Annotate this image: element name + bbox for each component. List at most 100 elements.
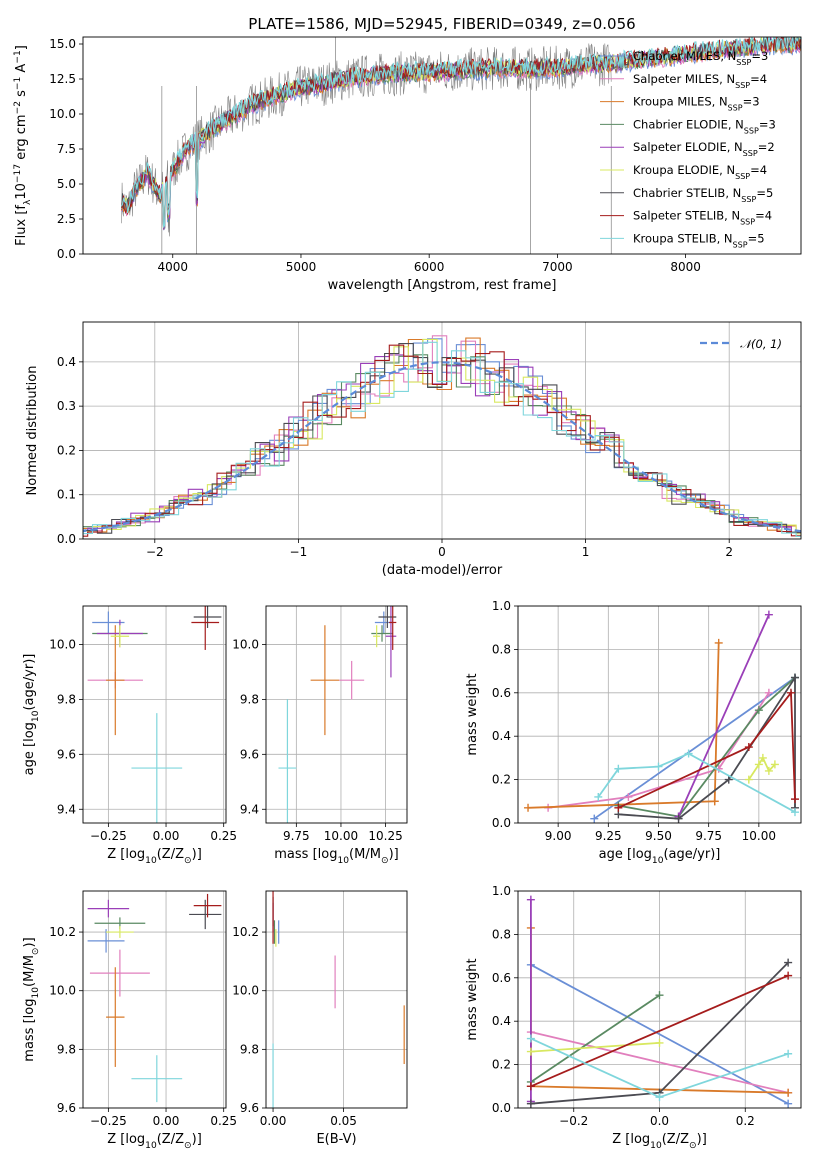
weight-marker (714, 638, 723, 647)
x-tick-label: 10.25 (368, 829, 402, 843)
y-tick-label: 9.8 (57, 1042, 76, 1056)
y-axis-label: mass weight (465, 673, 480, 755)
legend-entry: Salpeter MILES, NSSP=4 (633, 72, 767, 90)
y-tick-label: 10.0 (232, 984, 259, 998)
weight-marker (744, 775, 753, 784)
weight-marker (758, 753, 767, 762)
x-tick-label: 0.2 (736, 1114, 755, 1128)
weight-line (677, 614, 770, 817)
weight-line (527, 642, 720, 809)
y-tick-label: 9.6 (57, 1101, 76, 1115)
y-tick-label: 0.0 (492, 816, 511, 830)
legend-entry: Kroupa ELODIE, NSSP=4 (633, 163, 767, 181)
y-tick-label: 0.2 (492, 1058, 511, 1072)
y-axis-label: Normed distribution (25, 366, 40, 496)
legend-entry: Kroupa MILES, NSSP=3 (633, 95, 760, 113)
y-tick-label: 9.8 (57, 692, 76, 706)
x-axis-label: age [log10(age/yr)] (599, 847, 721, 866)
weight-marker (526, 895, 535, 904)
weight-marker (624, 792, 633, 801)
plot-area (518, 606, 801, 823)
y-axis-label: mass [log10(M/M⊙)] (22, 937, 41, 1061)
y-tick-label: 0.0 (57, 247, 76, 261)
weight-marker (526, 1047, 535, 1056)
axes-age_vs_Z: −0.25 0.00 0.25 9.4 9.6 9.8 10.0 Z [log10(Z/Z⊙)… (22, 605, 237, 866)
y-tick-label: 10.0 (49, 637, 76, 651)
y-tick-label: 0.1 (57, 488, 76, 502)
x-tick-label: 1 (582, 545, 590, 559)
y-tick-label: 10.2 (49, 925, 76, 939)
y-tick-label: 0.8 (492, 927, 511, 941)
y-tick-label: 9.6 (240, 1101, 259, 1115)
weight-marker (754, 760, 763, 769)
x-tick-label: 0.00 (153, 1114, 180, 1128)
plot-area (266, 891, 407, 1108)
weight-line (530, 974, 789, 1088)
y-tick-label: 0.8 (492, 642, 511, 656)
model-spectrum-line (121, 37, 801, 229)
weight-line (530, 994, 661, 1083)
weight-marker (614, 803, 623, 812)
residual-histogram (83, 343, 801, 534)
weight-marker (784, 958, 793, 967)
y-tick-label: 9.6 (240, 747, 259, 761)
y-axis-label: Flux [fλ10−17 erg cm−2 s−1 A−1] (13, 45, 33, 246)
y-tick-label: 10.0 (49, 107, 76, 121)
x-axis-label: wavelength [Angstrom, rest frame] (328, 278, 557, 293)
y-tick-label: 0.4 (492, 1014, 511, 1028)
axes-frame (517, 605, 802, 824)
y-tick-label: 9.4 (240, 802, 259, 816)
weight-marker (790, 795, 799, 804)
weight-marker (655, 1038, 664, 1047)
x-tick-label: 9.00 (545, 829, 572, 843)
model-spectrum-line (121, 37, 801, 228)
plot-area (518, 891, 801, 1108)
weight-marker (655, 1093, 664, 1102)
axes-age_vs_mass: 9.75 10.00 10.25 9.4 9.6 9.8 10.0 mass [log10(M… (232, 605, 408, 866)
y-tick-label: 0.0 (57, 532, 76, 546)
y-tick-label: 9.8 (240, 692, 259, 706)
x-tick-label: 0 (438, 545, 446, 559)
x-axis-label: Z [log10(Z/Z⊙)] (107, 1132, 202, 1151)
weight-marker (674, 814, 683, 823)
weight-marker (526, 1099, 535, 1108)
x-tick-label: −1 (290, 545, 308, 559)
plot-area (83, 322, 801, 539)
axes-mass_vs_ebv: 0.00 0.05 9.6 9.8 10.0 10.2 E(B-V) (232, 890, 408, 1147)
y-tick-label: 5.0 (57, 177, 76, 191)
y-tick-label: 0.0 (492, 1101, 511, 1115)
plot-area (83, 891, 226, 1108)
plot-area (83, 606, 226, 823)
weight-marker (524, 803, 533, 812)
x-axis-label: E(B-V) (316, 1132, 356, 1147)
normal-curve (83, 361, 801, 533)
y-axis-label: mass weight (465, 958, 480, 1040)
weight-marker (790, 673, 799, 682)
y-tick-label: 12.5 (49, 72, 76, 86)
plot-area (266, 606, 407, 823)
y-tick-label: 9.4 (57, 802, 76, 816)
y-axis-label: age [log10(age/yr)] (22, 654, 41, 776)
x-tick-label: 0.25 (210, 829, 237, 843)
axes-frame (265, 890, 408, 1109)
axes-frame (82, 321, 802, 540)
chart-title: PLATE=1586, MJD=52945, FIBERID=0349, z=0… (248, 15, 635, 33)
y-tick-label: 0.4 (492, 729, 511, 743)
x-tick-label: 0.0 (650, 1114, 669, 1128)
weight-line (618, 690, 796, 809)
residual-histogram (83, 344, 801, 537)
axes-residuals: −2 −1 0 1 2 0.0 0.1 0.2 0.3 0.4 (data-model)/error… (25, 321, 802, 578)
weight-marker (784, 1088, 793, 1097)
weight-line (530, 1042, 660, 1053)
x-tick-label: 10.00 (324, 829, 358, 843)
x-axis-label: Z [log10(Z/Z⊙)] (612, 1132, 707, 1151)
x-tick-label: 0.00 (260, 1114, 287, 1128)
axes-mass_vs_Z: −0.25 0.00 0.25 9.6 9.8 10.0 10.2 Z [log10(Z/Z⊙… (22, 890, 237, 1151)
x-tick-label: 9.75 (695, 829, 722, 843)
weight-line (530, 1031, 789, 1094)
y-tick-label: 0.6 (492, 686, 511, 700)
x-tick-label: 4000 (157, 260, 188, 274)
weight-marker (764, 688, 773, 697)
x-tick-label: 6000 (414, 260, 445, 274)
